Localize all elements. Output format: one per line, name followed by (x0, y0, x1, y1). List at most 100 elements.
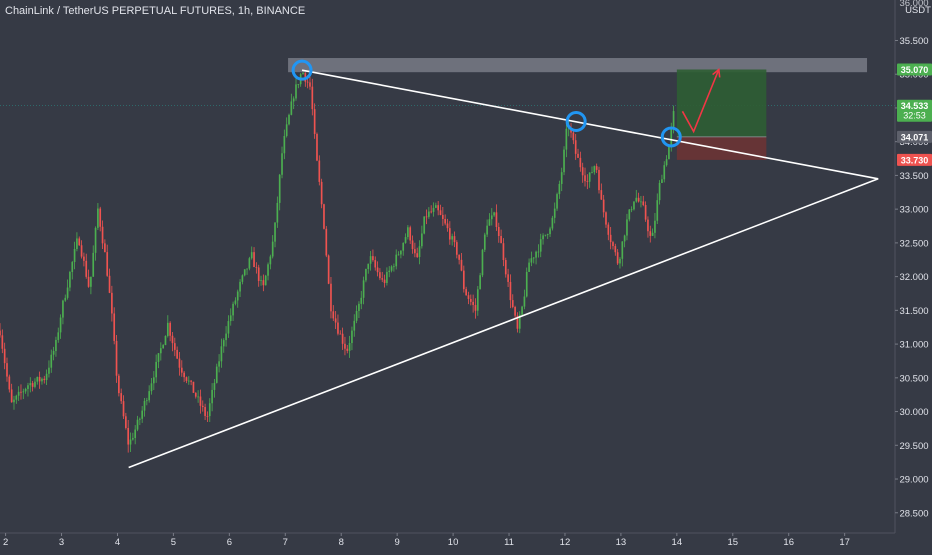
candle (428, 207, 430, 219)
candle (598, 166, 600, 194)
candle (76, 232, 78, 252)
candle (619, 257, 621, 269)
candle-body (325, 228, 328, 256)
candle-body (178, 358, 181, 368)
trendline-descending-resistance (301, 69, 879, 180)
candle-body (418, 246, 421, 258)
candle (511, 294, 514, 309)
candle-body (397, 254, 400, 256)
candle-body (155, 361, 157, 378)
candle (255, 262, 258, 274)
candle-body (386, 272, 388, 283)
candle (208, 398, 211, 423)
candle-body (227, 321, 230, 334)
candle (222, 338, 225, 353)
candle (211, 383, 213, 412)
candle (458, 254, 460, 265)
candle-body (353, 320, 356, 331)
candle-body (351, 330, 353, 344)
candle-body (34, 381, 36, 387)
price-tick-label: 30.000 (899, 407, 928, 418)
candle (120, 388, 123, 405)
candle (139, 417, 141, 426)
candle-body (663, 165, 666, 180)
candle (318, 155, 321, 186)
candle-body (97, 208, 99, 228)
candle (348, 335, 351, 358)
candle (474, 298, 477, 319)
candle (663, 161, 666, 183)
candle (605, 211, 607, 228)
candle (41, 377, 43, 385)
candle (113, 307, 116, 345)
candle-body (525, 271, 528, 297)
candle (516, 312, 519, 333)
candle (556, 192, 558, 211)
candle-body (444, 219, 447, 224)
candle-body (104, 243, 106, 253)
price-label-background (897, 63, 932, 76)
candle (409, 225, 412, 245)
candle (558, 180, 561, 199)
candle-body (591, 172, 593, 174)
price-tick-label: 29.000 (899, 475, 928, 486)
candle (185, 376, 188, 384)
candle (274, 222, 276, 248)
candle (400, 250, 402, 259)
candle (166, 315, 169, 338)
candle (327, 254, 330, 285)
candle-body (511, 300, 514, 307)
candle-body (127, 427, 130, 445)
candle-body (609, 234, 612, 243)
candle-body (38, 376, 41, 382)
candle (407, 225, 409, 240)
candle-body (577, 153, 579, 158)
candle (171, 332, 174, 352)
candle (229, 308, 232, 326)
candle (260, 275, 262, 286)
candle-body (416, 253, 419, 258)
candle-body (504, 260, 507, 275)
candle-body (236, 291, 239, 301)
candle (402, 242, 405, 256)
candle-body (330, 283, 332, 312)
candle-body (542, 235, 544, 240)
candle-body (621, 241, 624, 259)
candle (38, 371, 41, 389)
candle (225, 326, 227, 347)
candle (332, 305, 335, 321)
candle (584, 167, 586, 187)
candle (418, 240, 421, 265)
candle-body (50, 354, 53, 368)
projection-arrow (681, 69, 720, 134)
candle (13, 395, 15, 410)
candle (372, 249, 374, 262)
candle-body (553, 208, 556, 218)
candle (514, 305, 516, 319)
price-label-value: 34.071 (901, 132, 929, 142)
candle-body (248, 258, 251, 269)
price-label-entry: 34.071 (897, 130, 932, 143)
candle (271, 235, 274, 259)
candle (143, 397, 146, 417)
candle (176, 346, 178, 360)
candle-body (507, 274, 509, 282)
candle-body (108, 275, 111, 293)
time-tick-label: 16 (783, 537, 794, 548)
candle-body (211, 389, 213, 404)
candle (439, 204, 442, 216)
candle (432, 202, 435, 217)
candle (376, 261, 379, 277)
candle-body (69, 271, 71, 288)
candle-body (465, 289, 467, 296)
candle (311, 78, 314, 116)
candle (544, 234, 547, 237)
candle-body (428, 211, 430, 217)
candle-body (267, 264, 269, 276)
candle-body (27, 385, 29, 389)
candle (199, 389, 202, 414)
candle-body (458, 254, 460, 260)
candle-body (400, 250, 402, 255)
